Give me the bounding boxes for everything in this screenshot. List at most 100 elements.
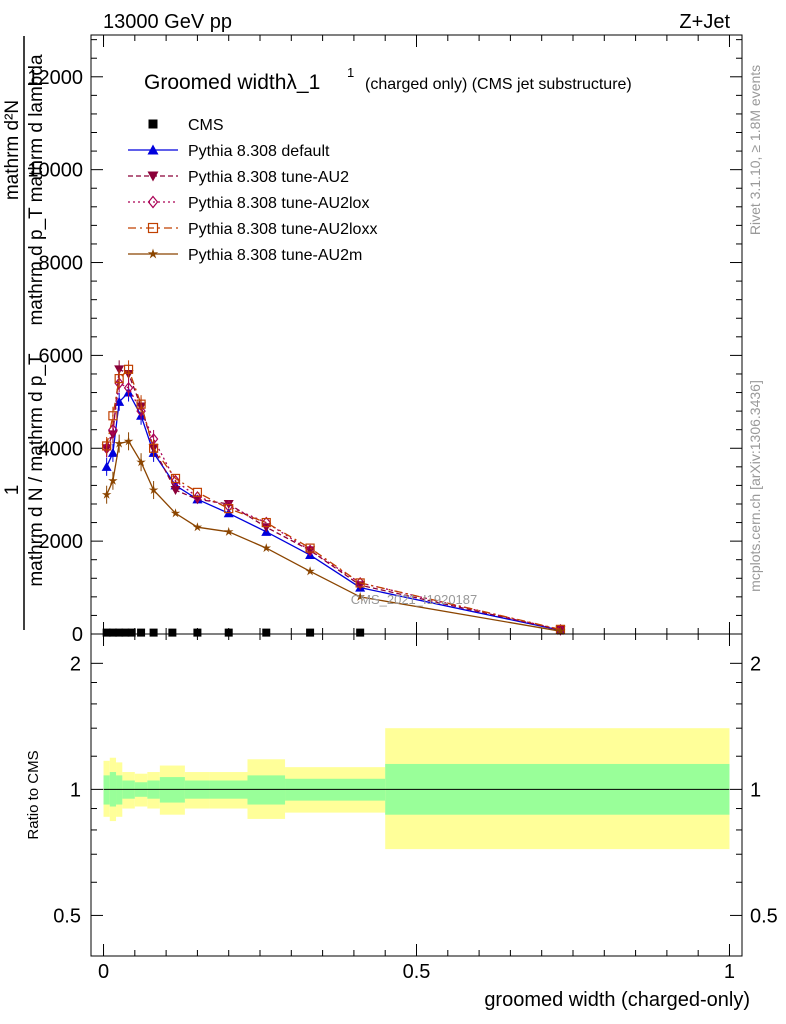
beam-energy-label: 13000 GeV pp [103, 11, 232, 33]
legend-label: Pythia 8.308 tune-AU2loxx [188, 221, 377, 238]
ratio-bands-layer [103, 728, 730, 850]
series-line-au2m [106, 440, 561, 632]
data-point-cms [115, 628, 124, 637]
data-point-cms [356, 628, 365, 637]
ratio-y-tick-label-right: 1 [750, 779, 761, 801]
data-point-au2 [170, 486, 181, 496]
data-point-au2loxx [224, 504, 234, 514]
ylabel-secondary: mathrm d N / mathrm d p_T [26, 353, 47, 587]
data-point-au2lox [114, 377, 124, 390]
data-point-au2loxx [114, 374, 124, 384]
y-tick-label: 6000 [39, 345, 84, 367]
series-au2m [101, 432, 566, 636]
ratio-y-tick-label: 2 [70, 653, 81, 675]
ylabel-numerator: mathrm d²N [2, 100, 23, 200]
legend-marker [147, 171, 159, 182]
data-point-au2lox [355, 576, 365, 589]
data-point-au2loxx [170, 473, 181, 484]
ratio-y-tick-label-right: 0.5 [750, 905, 778, 927]
main-panel: 0 2000 4000 6000 8000 10000 12000 CMS_2021_I19… [27, 34, 743, 646]
series-au2loxx [102, 360, 566, 634]
data-point-au2loxx [261, 517, 271, 528]
ylabel-denominator: mathrm d p_T mathrm d lambda [26, 54, 47, 325]
legend-label: Pythia 8.308 tune-AU2m [188, 247, 362, 264]
data-point-au2m [136, 457, 146, 467]
y-tick-label: 8000 [39, 253, 84, 275]
series-line-au2lox [105, 382, 561, 631]
rivet-version-label: Rivet 3.1.10, ≥ 1.8M events [747, 65, 763, 235]
data-point-au2lox [261, 516, 272, 529]
ratio-ylabel: Ratio to CMS [25, 750, 42, 839]
data-point-au2m [101, 489, 112, 499]
data-point-au2lox [123, 381, 134, 394]
legend-marker [148, 119, 158, 129]
ratio-inner-band [247, 775, 286, 805]
legend-entry-au2: Pythia 8.308 tune-AU2 [128, 169, 349, 186]
data-point-au2loxx [555, 624, 566, 634]
legend-marker [147, 248, 159, 259]
data-point-cms [137, 628, 146, 637]
ratio-y-tick-label: 0.5 [53, 905, 81, 927]
mcplots-reference-label: mcplots.cern.ch [arXiv:1306.3436] [747, 380, 763, 592]
data-point-au2loxx [102, 441, 112, 451]
legend: CMS Pythia 8.308 default Pythia 8.308 tune… [128, 117, 377, 264]
y-tick-label: 10000 [27, 160, 83, 182]
data-point-au2lox [136, 405, 146, 418]
data-point-default [101, 461, 112, 471]
series-au2 [101, 360, 566, 635]
data-point-au2m [108, 475, 118, 485]
x-tick-label: 0 [98, 961, 109, 983]
legend-label: Pythia 8.308 tune-AU2 [188, 169, 349, 186]
series-line-au2 [106, 368, 561, 631]
legend-marker [147, 195, 159, 209]
ratio-y-tick-label: 1 [70, 779, 81, 801]
data-point-cms [193, 628, 202, 637]
data-point-cms [108, 628, 117, 637]
y-tick-label: 12000 [27, 67, 83, 89]
ratio-panel: 0.5 0.5 1 1 2 2 0 0.5 1 Ratio to CMS groomed wid… [25, 633, 778, 1011]
main-ticks: 0 2000 4000 6000 8000 10000 12000 [27, 35, 742, 646]
legend-label: Pythia 8.308 tune-AU2lox [188, 195, 369, 212]
ratio-inner-band [116, 775, 123, 805]
data-point-default [107, 447, 118, 457]
legend-marker [147, 144, 159, 155]
data-point-cms [262, 628, 271, 637]
data-point-cms [127, 628, 136, 637]
legend-label: Pythia 8.308 default [188, 143, 330, 160]
ratio-inner-band [103, 775, 110, 805]
data-point-au2loxx [355, 578, 365, 588]
ratio-y-tick-label-right: 2 [750, 653, 761, 675]
ratio-ticks: 0.5 0.5 1 1 2 2 0 0.5 1 [53, 634, 778, 983]
chart-title-note: (charged only) (CMS jet substructure) [365, 76, 632, 93]
data-point-au2loxx [123, 364, 134, 374]
data-point-au2lox [170, 474, 181, 487]
legend-entry-au2loxx: Pythia 8.308 tune-AU2loxx [128, 221, 377, 238]
data-point-au2m [261, 543, 272, 553]
data-point-au2m [148, 485, 159, 495]
main-series-layer [101, 360, 566, 637]
legend-entry-au2m: Pythia 8.308 tune-AU2m [128, 247, 362, 264]
y-tick-label: 2000 [39, 531, 84, 553]
data-point-cms [306, 628, 315, 637]
legend-entry-au2lox: Pythia 8.308 tune-AU2lox [128, 195, 369, 212]
x-axis-label: groomed width (charged-only) [484, 989, 750, 1011]
data-point-au2m [223, 526, 234, 536]
main-ylabel: mathrm d²N mathrm d p_T mathrm d lambda … [2, 36, 47, 630]
data-point-au2loxx [305, 543, 315, 553]
chart-title-superscript: 1 [347, 65, 354, 80]
process-label: Z+Jet [679, 11, 730, 33]
main-title: Groomed widthλ_1 1 (charged only) (CMS j… [144, 65, 632, 94]
data-point-cms [168, 628, 177, 637]
data-point-cms [224, 628, 233, 637]
legend-marker [147, 222, 159, 234]
data-point-au2loxx [136, 399, 146, 409]
data-point-au2m [170, 508, 181, 518]
legend-label: CMS [188, 117, 224, 134]
data-point-au2loxx [108, 411, 118, 421]
series-au2lox [101, 374, 566, 636]
data-point-au2lox [192, 491, 203, 503]
data-point-au2m [123, 436, 134, 446]
analysis-watermark: CMS_2021_I1920187 [351, 592, 478, 607]
data-point-cms [121, 628, 130, 637]
